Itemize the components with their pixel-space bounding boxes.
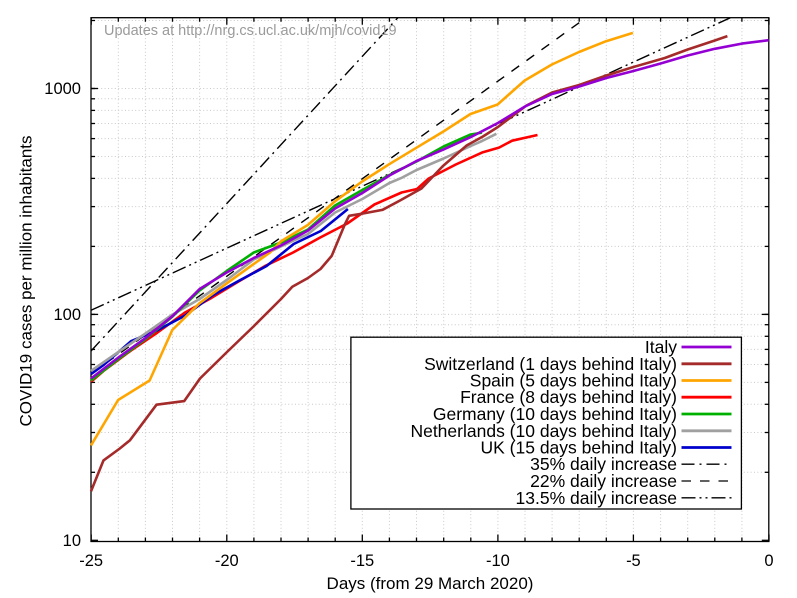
- svg-text:Days (from 29 March 2020): Days (from 29 March 2020): [327, 574, 534, 593]
- svg-text:-25: -25: [79, 552, 103, 570]
- svg-text:Italy: Italy: [645, 337, 677, 357]
- svg-text:COVID19 cases per million inha: COVID19 cases per million inhabitants: [17, 135, 36, 426]
- svg-text:-15: -15: [350, 552, 374, 570]
- svg-text:-20: -20: [215, 552, 239, 570]
- svg-text:Netherlands (10 days behind It: Netherlands (10 days behind Italy): [410, 421, 677, 441]
- svg-text:100: 100: [53, 306, 81, 324]
- svg-text:13.5% daily increase: 13.5% daily increase: [516, 488, 677, 508]
- svg-text:22% daily increase: 22% daily increase: [530, 471, 677, 491]
- svg-text:35% daily increase: 35% daily increase: [530, 454, 677, 474]
- svg-text:UK (15 days behind Italy): UK (15 days behind Italy): [481, 438, 678, 458]
- svg-text:Updates at http://nrg.cs.ucl.a: Updates at http://nrg.cs.ucl.ac.uk/mjh/c…: [104, 23, 397, 39]
- svg-text:10: 10: [63, 532, 81, 550]
- svg-text:Switzerland (1 days behind Ita: Switzerland (1 days behind Italy): [424, 354, 677, 374]
- svg-text:Germany (10 days behind Italy): Germany (10 days behind Italy): [433, 404, 677, 424]
- svg-text:0: 0: [764, 552, 773, 570]
- svg-text:-10: -10: [486, 552, 510, 570]
- svg-text:1000: 1000: [44, 80, 81, 98]
- svg-text:Spain (5 days behind Italy): Spain (5 days behind Italy): [470, 371, 677, 391]
- svg-text:France (8 days behind Italy): France (8 days behind Italy): [460, 387, 677, 407]
- svg-text:-5: -5: [626, 552, 641, 570]
